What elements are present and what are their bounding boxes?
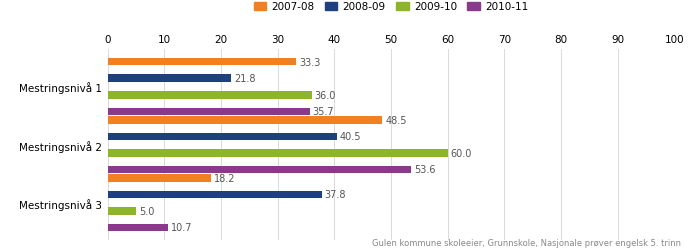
Legend: 2007-08, 2008-09, 2009-10, 2010-11: 2007-08, 2008-09, 2009-10, 2010-11 [250,0,532,16]
Text: 5.0: 5.0 [139,206,154,216]
Bar [108,133,337,140]
Text: 10.7: 10.7 [171,222,193,232]
Bar [108,166,411,173]
Text: 40.5: 40.5 [340,132,361,142]
Bar [108,108,310,116]
Text: 60.0: 60.0 [450,148,472,158]
Text: 53.6: 53.6 [414,165,436,175]
Text: 36.0: 36.0 [314,90,336,101]
Bar [108,59,296,66]
Bar [108,150,448,157]
Text: 21.8: 21.8 [234,74,256,84]
Text: 35.7: 35.7 [313,107,334,117]
Text: Gulen kommune skoleeier, Grunnskole, Nasjonale prøver engelsk 5. trinn: Gulen kommune skoleeier, Grunnskole, Nas… [372,238,681,248]
Bar [108,224,168,231]
Bar [108,191,322,198]
Bar [108,174,211,182]
Bar [108,75,231,83]
Text: 48.5: 48.5 [385,115,407,125]
Text: 18.2: 18.2 [213,173,235,183]
Bar [108,207,136,215]
Bar [108,92,311,99]
Bar [108,116,382,124]
Text: 37.8: 37.8 [325,190,346,200]
Text: 33.3: 33.3 [299,58,320,68]
